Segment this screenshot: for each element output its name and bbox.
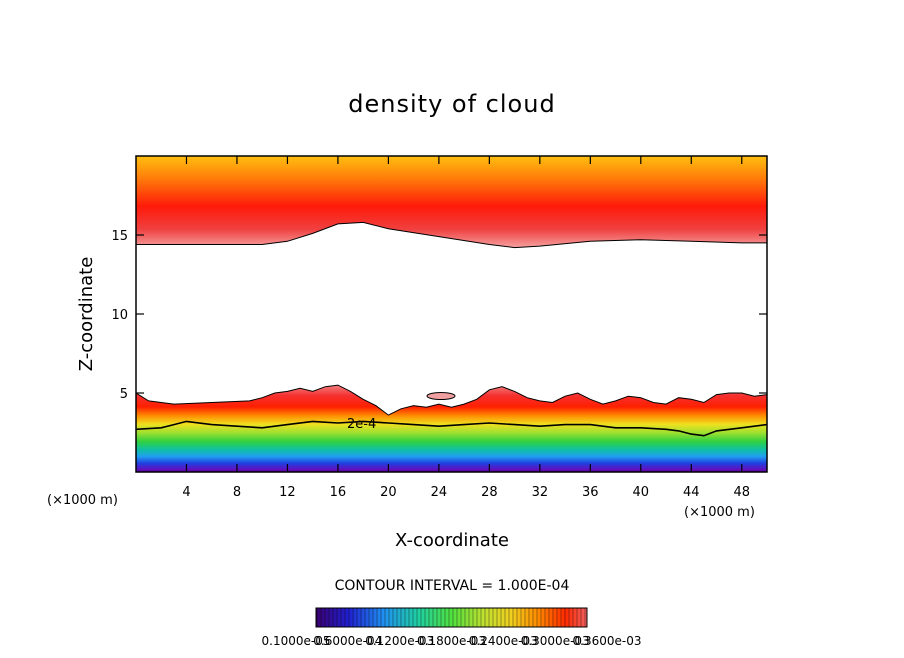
colorbar-frame [315, 607, 588, 628]
x-tick-label: 4 [182, 485, 190, 500]
x-tick-label: 16 [330, 485, 347, 500]
x-tick-label: 32 [532, 485, 549, 500]
x-tick-label: 48 [733, 485, 750, 500]
small-cloud-patch [426, 392, 456, 400]
y-tick-label: 10 [111, 308, 128, 323]
y-tick-label: 5 [120, 387, 128, 402]
y-axis-ticks: 5 10 15 [111, 229, 767, 402]
chart-title: density of cloud [348, 90, 555, 118]
x-tick-label: 28 [481, 485, 498, 500]
colorbar-label: 0.6000e-04 [313, 634, 382, 648]
y-axis-label: Z-coordinate [76, 257, 97, 372]
lower-layer-contour-line [136, 384, 767, 416]
x-axis-label: X-coordinate [395, 530, 509, 551]
colorbar-label: 0.3600e-03 [573, 634, 642, 648]
x-tick-label: 20 [380, 485, 397, 500]
upper-layer-contour-line [136, 221, 767, 249]
x-tick-label: 12 [279, 485, 296, 500]
y-tick-label: 15 [111, 229, 128, 244]
x-axis-ticks: 4 8 12 16 20 24 28 32 36 40 44 48 [182, 156, 750, 500]
colorbar-label: 0.1000e-05 [262, 634, 331, 648]
colorbar-label: 0.2400e-03 [469, 634, 538, 648]
contour-line-2e-4 [136, 420, 767, 437]
lower-cloud-layer [136, 385, 767, 472]
x-tick-label: 8 [233, 485, 241, 500]
x-unit-right: (×1000 m) [684, 505, 755, 520]
colorbar-label: 0.1200e-03 [365, 634, 434, 648]
colorbar-label: 0.1800e-03 [417, 634, 486, 648]
contour-label: 2e-4 [347, 417, 376, 432]
colorbar-labels: 0.1000e-050.6000e-040.1200e-030.1800e-03… [262, 634, 642, 648]
colorbar-ticks [316, 608, 587, 627]
plot-fields [136, 156, 767, 472]
x-tick-label: 24 [431, 485, 448, 500]
x-tick-label: 40 [633, 485, 650, 500]
colorbar-label: 0.3000e-03 [521, 634, 590, 648]
x-tick-label: 36 [582, 485, 599, 500]
x-unit-left: (×1000 m) [47, 493, 118, 508]
contour-interval-text: CONTOUR INTERVAL = 1.000E-04 [335, 578, 570, 594]
upper-cloud-layer [136, 156, 767, 248]
x-tick-label: 44 [683, 485, 700, 500]
